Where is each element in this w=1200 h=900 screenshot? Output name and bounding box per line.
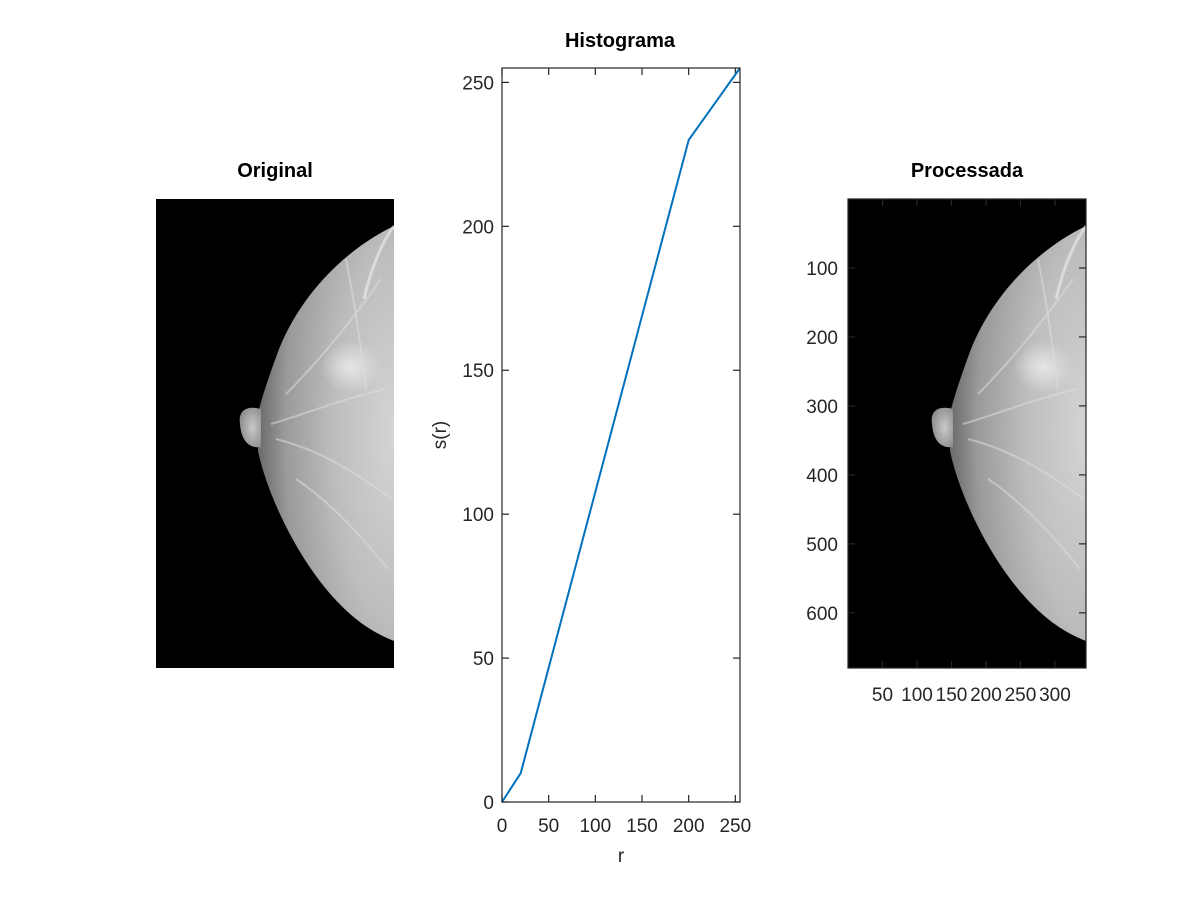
proc-x-tick-label: 150	[936, 685, 968, 706]
plot-area	[502, 68, 740, 802]
x-tick-label: 100	[579, 816, 611, 837]
x-tick-label: 250	[719, 816, 751, 837]
original-title: Original	[237, 160, 313, 182]
plot-frame	[501, 67, 741, 803]
series-line	[501, 67, 741, 803]
y-tick-label: 100	[462, 505, 494, 526]
proc-x-tick-label: 50	[872, 685, 893, 706]
processed-x-axis: 50 100 150 200 250 300	[872, 199, 1071, 706]
x-tick-label: 150	[626, 816, 658, 837]
y-axis-label: s(r)	[430, 421, 451, 449]
processed-y-axis: 100 200 300 400 500 600	[806, 259, 1086, 625]
y-tick-label: 200	[462, 217, 494, 238]
proc-x-tick-label: 300	[1039, 685, 1071, 706]
processed-frame	[847, 198, 1087, 669]
proc-x-tick-label: 100	[901, 685, 933, 706]
original-panel: Original	[156, 160, 394, 668]
proc-x-tick-label: 250	[1005, 685, 1037, 706]
x-axis-label: r	[618, 846, 625, 867]
x-tick-label: 200	[673, 816, 705, 837]
proc-y-tick-label: 100	[806, 259, 838, 280]
y-tick-label: 150	[462, 361, 494, 382]
proc-y-tick-label: 200	[806, 328, 838, 349]
proc-y-tick-label: 300	[806, 397, 838, 418]
y-tick-label: 50	[473, 649, 494, 670]
x-tick-label: 0	[497, 816, 508, 837]
processed-image	[848, 199, 1086, 668]
proc-y-tick-label: 600	[806, 604, 838, 625]
y-axis: 0 50 100 150 200 250	[462, 73, 740, 814]
x-axis: 0 50 100 150 200 250	[497, 68, 751, 837]
processed-title: Processada	[911, 160, 1024, 182]
proc-y-tick-label: 500	[806, 535, 838, 556]
chart-title: Histograma	[565, 30, 676, 52]
x-tick-label: 50	[538, 816, 559, 837]
proc-x-tick-label: 200	[970, 685, 1002, 706]
y-tick-label: 250	[462, 73, 494, 94]
histogram-panel: Histograma 0 50 100 150 200 250 0 50 100 150 200 2…	[430, 30, 751, 867]
original-image	[156, 199, 394, 668]
proc-y-tick-label: 400	[806, 466, 838, 487]
y-tick-label: 0	[483, 793, 494, 814]
